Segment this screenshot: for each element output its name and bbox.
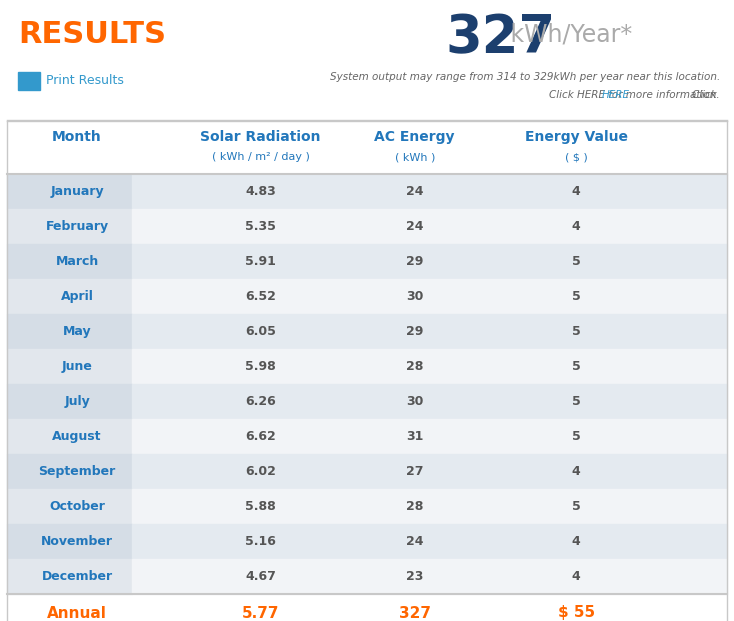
Text: 5.35: 5.35 [245, 220, 276, 233]
Text: 5: 5 [572, 290, 581, 303]
Text: Month: Month [52, 130, 102, 144]
Bar [7, 524, 132, 559]
Bar [132, 314, 727, 349]
Text: $ 55: $ 55 [558, 605, 595, 620]
Text: 4: 4 [572, 570, 581, 583]
Text: 5: 5 [572, 255, 581, 268]
Text: 24: 24 [406, 185, 424, 198]
Text: Click HERE for more information.: Click HERE for more information. [549, 90, 720, 100]
Text: 5.16: 5.16 [245, 535, 276, 548]
Text: January: January [50, 185, 104, 198]
Text: 327: 327 [399, 605, 431, 620]
Text: 29: 29 [406, 325, 424, 338]
Text: 5: 5 [572, 360, 581, 373]
Text: Print Results: Print Results [46, 75, 124, 88]
Text: Solar Radiation: Solar Radiation [200, 130, 321, 144]
Text: 4: 4 [572, 220, 581, 233]
Text: 30: 30 [406, 395, 424, 408]
Text: 5.77: 5.77 [241, 605, 280, 620]
Text: April: April [61, 290, 93, 303]
Text: 4: 4 [572, 465, 581, 478]
Text: November: November [41, 535, 113, 548]
Text: 5.88: 5.88 [245, 500, 276, 513]
Text: 5: 5 [572, 395, 581, 408]
Text: March: March [56, 255, 98, 268]
Bar [7, 174, 132, 209]
Bar [7, 244, 132, 279]
Text: 6.52: 6.52 [245, 290, 276, 303]
Bar [7, 209, 132, 244]
Text: December: December [42, 570, 112, 583]
Text: 6.05: 6.05 [245, 325, 276, 338]
Text: 4: 4 [572, 535, 581, 548]
Text: 5: 5 [572, 430, 581, 443]
Bar [132, 349, 727, 384]
Text: 6.62: 6.62 [245, 430, 276, 443]
Text: kWh/Year*: kWh/Year* [503, 22, 632, 46]
Bar [18, 72, 40, 90]
Text: 4.67: 4.67 [245, 570, 276, 583]
Text: System output may range from 314 to 329kWh per year near this location.: System output may range from 314 to 329k… [330, 72, 720, 82]
Text: 29: 29 [406, 255, 424, 268]
Text: 24: 24 [406, 535, 424, 548]
Text: ( kWh / m² / day ): ( kWh / m² / day ) [211, 152, 310, 162]
Text: Annual: Annual [47, 605, 107, 620]
Text: 24: 24 [406, 220, 424, 233]
Bar [7, 279, 132, 314]
Bar [7, 454, 132, 489]
Text: 23: 23 [406, 570, 424, 583]
Text: ( $ ): ( $ ) [565, 152, 587, 162]
Text: 5: 5 [572, 325, 581, 338]
Bar [132, 244, 727, 279]
Text: June: June [62, 360, 92, 373]
Bar [132, 384, 727, 419]
Text: 4.83: 4.83 [245, 185, 276, 198]
Text: 4: 4 [572, 185, 581, 198]
Bar [132, 524, 727, 559]
Text: ( kWh ): ( kWh ) [394, 152, 435, 162]
Bar [132, 419, 727, 454]
Text: HERE: HERE [602, 90, 630, 100]
Bar [7, 489, 132, 524]
Text: July: July [64, 395, 90, 408]
Text: October: October [49, 500, 105, 513]
Text: 5: 5 [572, 500, 581, 513]
Text: 30: 30 [406, 290, 424, 303]
Text: 28: 28 [406, 360, 424, 373]
Text: September: September [38, 465, 116, 478]
Bar [132, 489, 727, 524]
Text: AC Energy: AC Energy [374, 130, 455, 144]
Bar [7, 314, 132, 349]
Text: 27: 27 [406, 465, 424, 478]
Bar [132, 209, 727, 244]
Text: 31: 31 [406, 430, 424, 443]
Text: Click: Click [692, 90, 720, 100]
Text: February: February [46, 220, 109, 233]
Bar [7, 384, 132, 419]
Text: RESULTS: RESULTS [18, 20, 166, 49]
Text: 28: 28 [406, 500, 424, 513]
Bar [132, 454, 727, 489]
Text: Energy Value: Energy Value [525, 130, 628, 144]
Text: 327: 327 [445, 12, 555, 64]
Text: 6.02: 6.02 [245, 465, 276, 478]
Bar [7, 419, 132, 454]
Bar [132, 279, 727, 314]
Text: 6.26: 6.26 [245, 395, 276, 408]
Text: 5.91: 5.91 [245, 255, 276, 268]
Text: August: August [52, 430, 102, 443]
Bar [7, 349, 132, 384]
Bar [132, 174, 727, 209]
Text: May: May [63, 325, 91, 338]
Bar [7, 559, 132, 594]
Bar [132, 559, 727, 594]
Text: 5.98: 5.98 [245, 360, 276, 373]
